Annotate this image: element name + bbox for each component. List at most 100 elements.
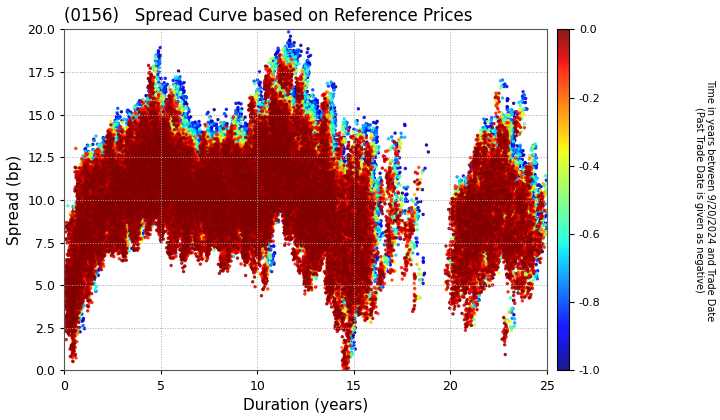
Point <box>212 194 223 201</box>
Point <box>304 192 315 199</box>
Point <box>313 208 325 215</box>
Point <box>215 210 227 217</box>
Point <box>206 187 217 194</box>
Point <box>300 149 311 156</box>
Point <box>271 149 282 156</box>
Point <box>323 244 334 251</box>
Point <box>228 205 239 212</box>
Point <box>262 173 274 179</box>
Point <box>69 277 81 284</box>
Point <box>210 180 221 187</box>
Point <box>205 172 217 178</box>
Point <box>204 167 216 174</box>
Point <box>274 167 286 173</box>
Point <box>207 163 218 169</box>
Point <box>212 219 223 226</box>
Point <box>306 167 318 173</box>
Point <box>294 194 306 201</box>
Point <box>145 148 157 155</box>
Point <box>166 175 177 181</box>
Point <box>111 179 122 186</box>
Point <box>74 254 86 260</box>
Point <box>303 202 315 208</box>
Point <box>289 170 300 177</box>
Point <box>171 163 183 170</box>
Point <box>156 170 168 176</box>
Point <box>298 218 310 225</box>
Point <box>474 184 485 191</box>
Point <box>307 160 319 166</box>
Point <box>333 220 345 227</box>
Point <box>167 163 179 170</box>
Point <box>122 169 133 176</box>
Point <box>153 136 165 143</box>
Point <box>173 197 184 204</box>
Point <box>151 184 163 191</box>
Point <box>158 192 169 199</box>
Point <box>287 144 298 150</box>
Point <box>186 215 197 221</box>
Point <box>291 178 302 185</box>
Point <box>312 128 323 134</box>
Point <box>244 220 256 226</box>
Point <box>349 188 361 194</box>
Point <box>261 234 272 241</box>
Point <box>207 170 218 176</box>
Point <box>467 218 479 224</box>
Point <box>279 168 290 175</box>
Point <box>315 201 326 207</box>
Point <box>99 210 110 216</box>
Point <box>340 246 351 252</box>
Point <box>472 165 484 172</box>
Point <box>300 205 311 212</box>
Point <box>155 123 166 129</box>
Point <box>261 226 272 233</box>
Point <box>318 192 330 199</box>
Point <box>300 205 312 211</box>
Point <box>296 155 307 162</box>
Point <box>147 186 158 193</box>
Point <box>170 146 181 153</box>
Point <box>320 175 332 182</box>
Point <box>510 231 521 237</box>
Point <box>60 236 72 243</box>
Point <box>165 241 176 248</box>
Point <box>478 241 490 248</box>
Point <box>319 227 330 234</box>
Point <box>277 168 289 174</box>
Point <box>516 248 527 255</box>
Point <box>309 201 320 207</box>
Point <box>144 181 156 188</box>
Point <box>172 135 184 142</box>
Point <box>467 204 479 211</box>
Point <box>125 163 137 170</box>
Point <box>193 199 204 206</box>
Point <box>323 187 335 194</box>
Point <box>186 142 197 149</box>
Point <box>229 184 240 190</box>
Point <box>123 162 135 169</box>
Point <box>291 177 302 184</box>
Point <box>261 152 273 159</box>
Point <box>243 183 254 189</box>
Point <box>207 231 219 238</box>
Point <box>80 232 91 239</box>
Point <box>339 272 351 278</box>
Point <box>276 180 287 186</box>
Point <box>128 187 140 194</box>
Point <box>156 112 167 119</box>
Point <box>181 137 193 144</box>
Point <box>500 175 512 181</box>
Point <box>151 176 163 182</box>
Point <box>167 163 179 170</box>
Point <box>175 155 186 162</box>
Point <box>484 197 495 203</box>
Point <box>301 179 312 186</box>
Point <box>531 256 542 262</box>
Point <box>130 168 142 175</box>
Point <box>143 175 155 181</box>
Point <box>207 176 219 183</box>
Point <box>320 146 332 153</box>
Point <box>200 179 212 186</box>
Point <box>140 128 151 134</box>
